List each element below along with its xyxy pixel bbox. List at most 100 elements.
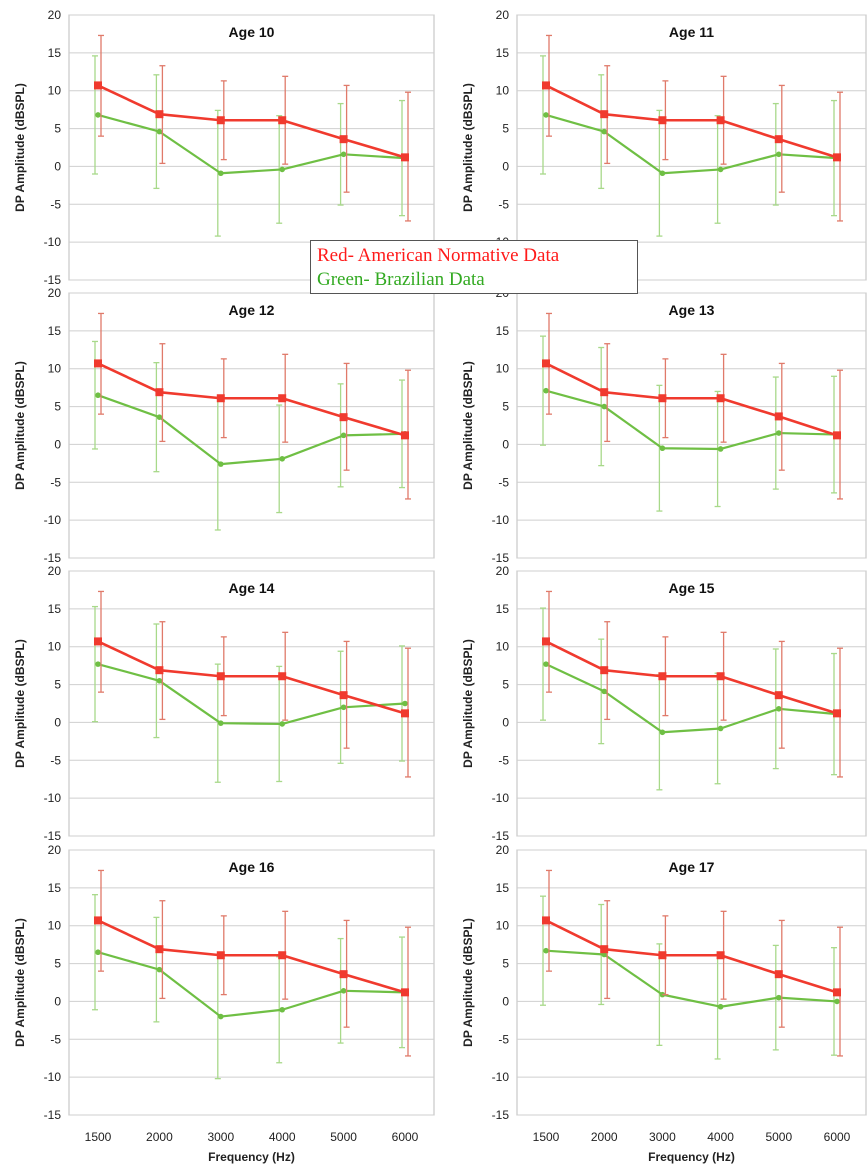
american-data-point (774, 691, 783, 700)
american-data-point (155, 666, 164, 675)
brazilian-data-point (543, 112, 549, 118)
american-data-point (94, 81, 102, 90)
brazilian-data-point (279, 1006, 286, 1013)
brazilian-data-point (659, 445, 666, 452)
american-data-point (600, 388, 609, 397)
chart-title: Age 12 (229, 302, 275, 318)
american-data-point (339, 135, 348, 144)
brazilian-data-point (543, 947, 549, 954)
american-data-point (833, 153, 841, 162)
american-data-point (278, 672, 287, 681)
y-tick-label: 10 (48, 84, 62, 98)
y-tick-label: 10 (48, 640, 62, 654)
y-axis-label: DP Amplitude (dBSPL) (461, 361, 475, 490)
brazilian-series-line (97, 394, 406, 466)
y-tick-label: -5 (498, 475, 509, 489)
chart-panel-6: -15 -10 -5 0 5 10 15 20 DP Amplitude (dBSPL) Age … (461, 564, 867, 843)
chart-panel-7: -15 -10 -5 0 5 10 15 20 DP Amplitude (dBSPL) Age … (13, 843, 435, 1164)
x-tick-label: 2000 (591, 1130, 618, 1144)
american-data-point (716, 394, 725, 403)
american-series-line (97, 84, 406, 159)
brazilian-data-point (776, 151, 782, 158)
chart-panel-8: -15 -10 -5 0 5 10 15 20 DP Amplitude (dBSPL) Age … (461, 843, 867, 1164)
brazilian-data-point (156, 414, 163, 420)
american-data-point (542, 81, 550, 90)
y-tick-label: 5 (54, 400, 61, 414)
brazilian-series-line (97, 663, 406, 726)
brazilian-data-point (601, 403, 607, 410)
y-tick-label: 15 (48, 324, 62, 338)
y-tick-label: -5 (498, 197, 509, 211)
y-axis-label: DP Amplitude (dBSPL) (461, 83, 475, 212)
y-tick-label: -10 (44, 235, 62, 249)
american-series-line (545, 919, 838, 994)
brazilian-data-point (834, 998, 840, 1005)
american-data-point (716, 951, 725, 960)
american-data-point (774, 135, 783, 144)
american-series-line (97, 362, 406, 437)
american-data-point (216, 394, 225, 403)
y-tick-label: 15 (496, 602, 510, 616)
brazilian-data-point (776, 994, 782, 1001)
american-data-point (339, 691, 348, 700)
brazilian-data-point (95, 392, 101, 399)
y-tick-label: 0 (54, 715, 61, 729)
y-tick-label: -10 (44, 1070, 62, 1084)
american-data-point (833, 988, 841, 997)
brazilian-data-point (95, 661, 101, 667)
y-tick-label: 15 (496, 46, 510, 60)
x-tick-label: 2000 (146, 1130, 173, 1144)
brazilian-data-point (340, 151, 347, 158)
american-data-point (401, 431, 409, 440)
y-tick-label: -10 (492, 791, 510, 805)
y-axis-label: DP Amplitude (dBSPL) (461, 918, 475, 1047)
legend-brazilian-label: Green- Brazilian Data (317, 269, 485, 290)
y-tick-label: 20 (496, 843, 510, 857)
y-tick-label: -15 (492, 1108, 510, 1122)
plot-frame (516, 292, 867, 559)
y-tick-label: -10 (492, 513, 510, 527)
american-data-point (716, 116, 725, 125)
x-tick-label: 4000 (707, 1130, 734, 1144)
american-data-point (155, 388, 164, 397)
x-tick-label: 3000 (207, 1130, 234, 1144)
y-tick-label: 0 (54, 159, 61, 173)
american-data-point (94, 637, 102, 646)
y-tick-label: 10 (496, 84, 510, 98)
y-tick-label: 15 (496, 324, 510, 338)
chart-title: Age 11 (669, 24, 714, 40)
american-series-line (545, 640, 838, 715)
american-data-point (833, 709, 841, 718)
american-data-point (339, 970, 348, 979)
x-tick-label: 6000 (824, 1130, 851, 1144)
brazilian-series-line (545, 949, 838, 1008)
american-data-point (658, 672, 667, 681)
brazilian-data-point (218, 720, 224, 726)
y-tick-label: 20 (48, 843, 62, 857)
american-data-point (94, 359, 102, 368)
american-data-point (658, 116, 667, 125)
brazilian-data-point (543, 661, 549, 667)
brazilian-series-line (97, 951, 406, 1018)
brazilian-data-point (717, 446, 724, 452)
y-tick-label: -15 (492, 829, 510, 843)
y-tick-label: -5 (50, 197, 61, 211)
y-axis-label: DP Amplitude (dBSPL) (13, 918, 27, 1047)
american-data-point (216, 672, 225, 681)
plot-frame (516, 570, 867, 837)
chart-title: Age 10 (229, 24, 275, 40)
brazilian-data-point (543, 387, 549, 394)
y-tick-label: -10 (44, 791, 62, 805)
american-data-point (542, 637, 550, 646)
american-data-point (542, 359, 550, 368)
y-tick-label: -15 (44, 829, 62, 843)
y-tick-label: -10 (44, 513, 62, 527)
brazilian-data-point (717, 1003, 724, 1010)
american-data-point (401, 988, 409, 997)
brazilian-data-point (340, 988, 347, 994)
x-tick-label: 1500 (533, 1130, 560, 1144)
brazilian-data-point (601, 688, 607, 695)
brazilian-series-line (545, 113, 838, 175)
brazilian-series-line (545, 663, 838, 734)
